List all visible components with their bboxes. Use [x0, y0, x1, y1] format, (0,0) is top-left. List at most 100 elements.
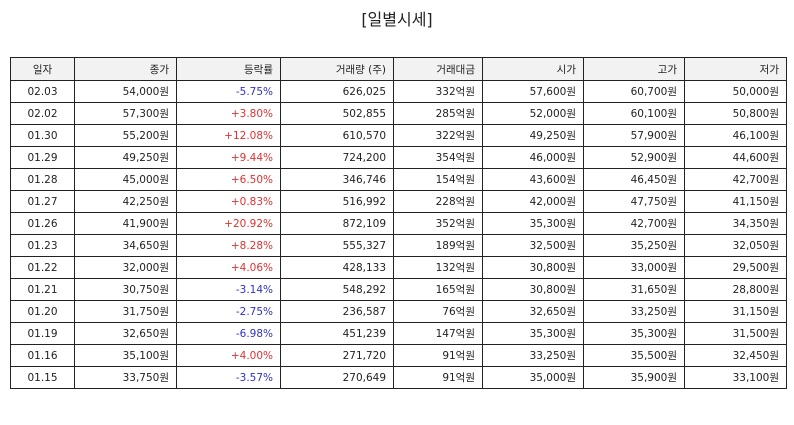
cell-open: 30,800원 — [482, 256, 584, 279]
cell-high: 60,100원 — [583, 102, 685, 125]
cell-date: 02.03 — [10, 80, 75, 103]
col-header-volume: 거래량 (주) — [280, 57, 394, 81]
cell-high: 35,500원 — [583, 344, 685, 367]
cell-close: 32,650원 — [74, 322, 177, 345]
cell-open: 33,250원 — [482, 344, 584, 367]
cell-close: 33,750원 — [74, 366, 177, 389]
cell-close: 31,750원 — [74, 300, 177, 323]
table-body: 02.03 54,000원 -5.75% 626,025 332억원 57,600원 60,… — [10, 80, 787, 389]
cell-high: 31,650원 — [583, 278, 685, 301]
cell-close: 57,300원 — [74, 102, 177, 125]
cell-low: 29,500원 — [684, 256, 787, 279]
cell-amount: 132억원 — [393, 256, 483, 279]
cell-date: 01.21 — [10, 278, 75, 301]
table-row: 01.22 32,000원 +4.06% 428,133 132억원 30,800원 33,… — [10, 256, 787, 279]
cell-change: +6.50% — [176, 168, 281, 191]
cell-volume: 236,587 — [280, 300, 394, 323]
cell-amount: 189억원 — [393, 234, 483, 257]
cell-amount: 154억원 — [393, 168, 483, 191]
cell-volume: 502,855 — [280, 102, 394, 125]
col-header-date: 일자 — [10, 57, 75, 81]
cell-amount: 285억원 — [393, 102, 483, 125]
cell-low: 50,000원 — [684, 80, 787, 103]
cell-change: -3.57% — [176, 366, 281, 389]
cell-change: -5.75% — [176, 80, 281, 103]
cell-close: 30,750원 — [74, 278, 177, 301]
cell-date: 01.16 — [10, 344, 75, 367]
col-header-change: 등락률 — [176, 57, 281, 81]
table-row: 01.20 31,750원 -2.75% 236,587 76억원 32,650원 33,2… — [10, 300, 787, 323]
cell-change: +3.80% — [176, 102, 281, 125]
cell-open: 42,000원 — [482, 190, 584, 213]
page-title: [일별시세] — [361, 10, 433, 29]
table-row: 01.30 55,200원 +12.08% 610,570 322억원 49,250원 57… — [10, 124, 787, 147]
table-row: 01.23 34,650원 +8.28% 555,327 189억원 32,500원 35,… — [10, 234, 787, 257]
cell-low: 46,100원 — [684, 124, 787, 147]
col-header-low: 저가 — [684, 57, 787, 81]
cell-date: 01.29 — [10, 146, 75, 169]
cell-close: 45,000원 — [74, 168, 177, 191]
col-header-open: 시가 — [482, 57, 584, 81]
cell-volume: 271,720 — [280, 344, 394, 367]
cell-close: 32,000원 — [74, 256, 177, 279]
table-row: 01.27 42,250원 +0.83% 516,992 228억원 42,000원 47,… — [10, 190, 787, 213]
cell-date: 01.30 — [10, 124, 75, 147]
cell-close: 49,250원 — [74, 146, 177, 169]
cell-volume: 270,649 — [280, 366, 394, 389]
cell-open: 32,650원 — [482, 300, 584, 323]
cell-low: 50,800원 — [684, 102, 787, 125]
cell-open: 52,000원 — [482, 102, 584, 125]
table-header-row: 일자 종가 등락률 거래량 (주) 거래대금 시가 고가 저가 — [10, 57, 787, 81]
table-row: 01.16 35,100원 +4.00% 271,720 91억원 33,250원 35,5… — [10, 344, 787, 367]
cell-amount: 322억원 — [393, 124, 483, 147]
cell-low: 32,050원 — [684, 234, 787, 257]
cell-volume: 548,292 — [280, 278, 394, 301]
cell-date: 01.27 — [10, 190, 75, 213]
cell-volume: 626,025 — [280, 80, 394, 103]
cell-low: 31,150원 — [684, 300, 787, 323]
cell-volume: 555,327 — [280, 234, 394, 257]
cell-high: 57,900원 — [583, 124, 685, 147]
cell-date: 01.15 — [10, 366, 75, 389]
col-header-amount: 거래대금 — [393, 57, 483, 81]
cell-change: +4.00% — [176, 344, 281, 367]
cell-open: 35,000원 — [482, 366, 584, 389]
cell-change: +12.08% — [176, 124, 281, 147]
cell-high: 35,300원 — [583, 322, 685, 345]
col-header-close: 종가 — [74, 57, 177, 81]
cell-high: 33,000원 — [583, 256, 685, 279]
col-header-high: 고가 — [583, 57, 685, 81]
cell-date: 02.02 — [10, 102, 75, 125]
cell-change: +4.06% — [176, 256, 281, 279]
cell-volume: 428,133 — [280, 256, 394, 279]
cell-close: 54,000원 — [74, 80, 177, 103]
cell-high: 35,900원 — [583, 366, 685, 389]
daily-price-table: 일자 종가 등락률 거래량 (주) 거래대금 시가 고가 저가 02.03 54,… — [10, 57, 787, 389]
cell-low: 42,700원 — [684, 168, 787, 191]
table-row: 02.02 57,300원 +3.80% 502,855 285억원 52,000원 60,… — [10, 102, 787, 125]
cell-close: 55,200원 — [74, 124, 177, 147]
cell-high: 47,750원 — [583, 190, 685, 213]
cell-change: -2.75% — [176, 300, 281, 323]
cell-date: 01.19 — [10, 322, 75, 345]
cell-open: 35,300원 — [482, 212, 584, 235]
cell-low: 34,350원 — [684, 212, 787, 235]
cell-date: 01.28 — [10, 168, 75, 191]
cell-high: 33,250원 — [583, 300, 685, 323]
cell-open: 57,600원 — [482, 80, 584, 103]
cell-open: 30,800원 — [482, 278, 584, 301]
cell-amount: 354억원 — [393, 146, 483, 169]
cell-close: 34,650원 — [74, 234, 177, 257]
cell-low: 33,100원 — [684, 366, 787, 389]
cell-close: 41,900원 — [74, 212, 177, 235]
table-row: 01.28 45,000원 +6.50% 346,746 154억원 43,600원 46,… — [10, 168, 787, 191]
cell-amount: 352억원 — [393, 212, 483, 235]
cell-open: 43,600원 — [482, 168, 584, 191]
cell-high: 46,450원 — [583, 168, 685, 191]
cell-low: 41,150원 — [684, 190, 787, 213]
table-row: 01.29 49,250원 +9.44% 724,200 354억원 46,000원 52,… — [10, 146, 787, 169]
cell-amount: 332억원 — [393, 80, 483, 103]
cell-change: +0.83% — [176, 190, 281, 213]
cell-volume: 516,992 — [280, 190, 394, 213]
table-row: 01.21 30,750원 -3.14% 548,292 165억원 30,800원 31,… — [10, 278, 787, 301]
